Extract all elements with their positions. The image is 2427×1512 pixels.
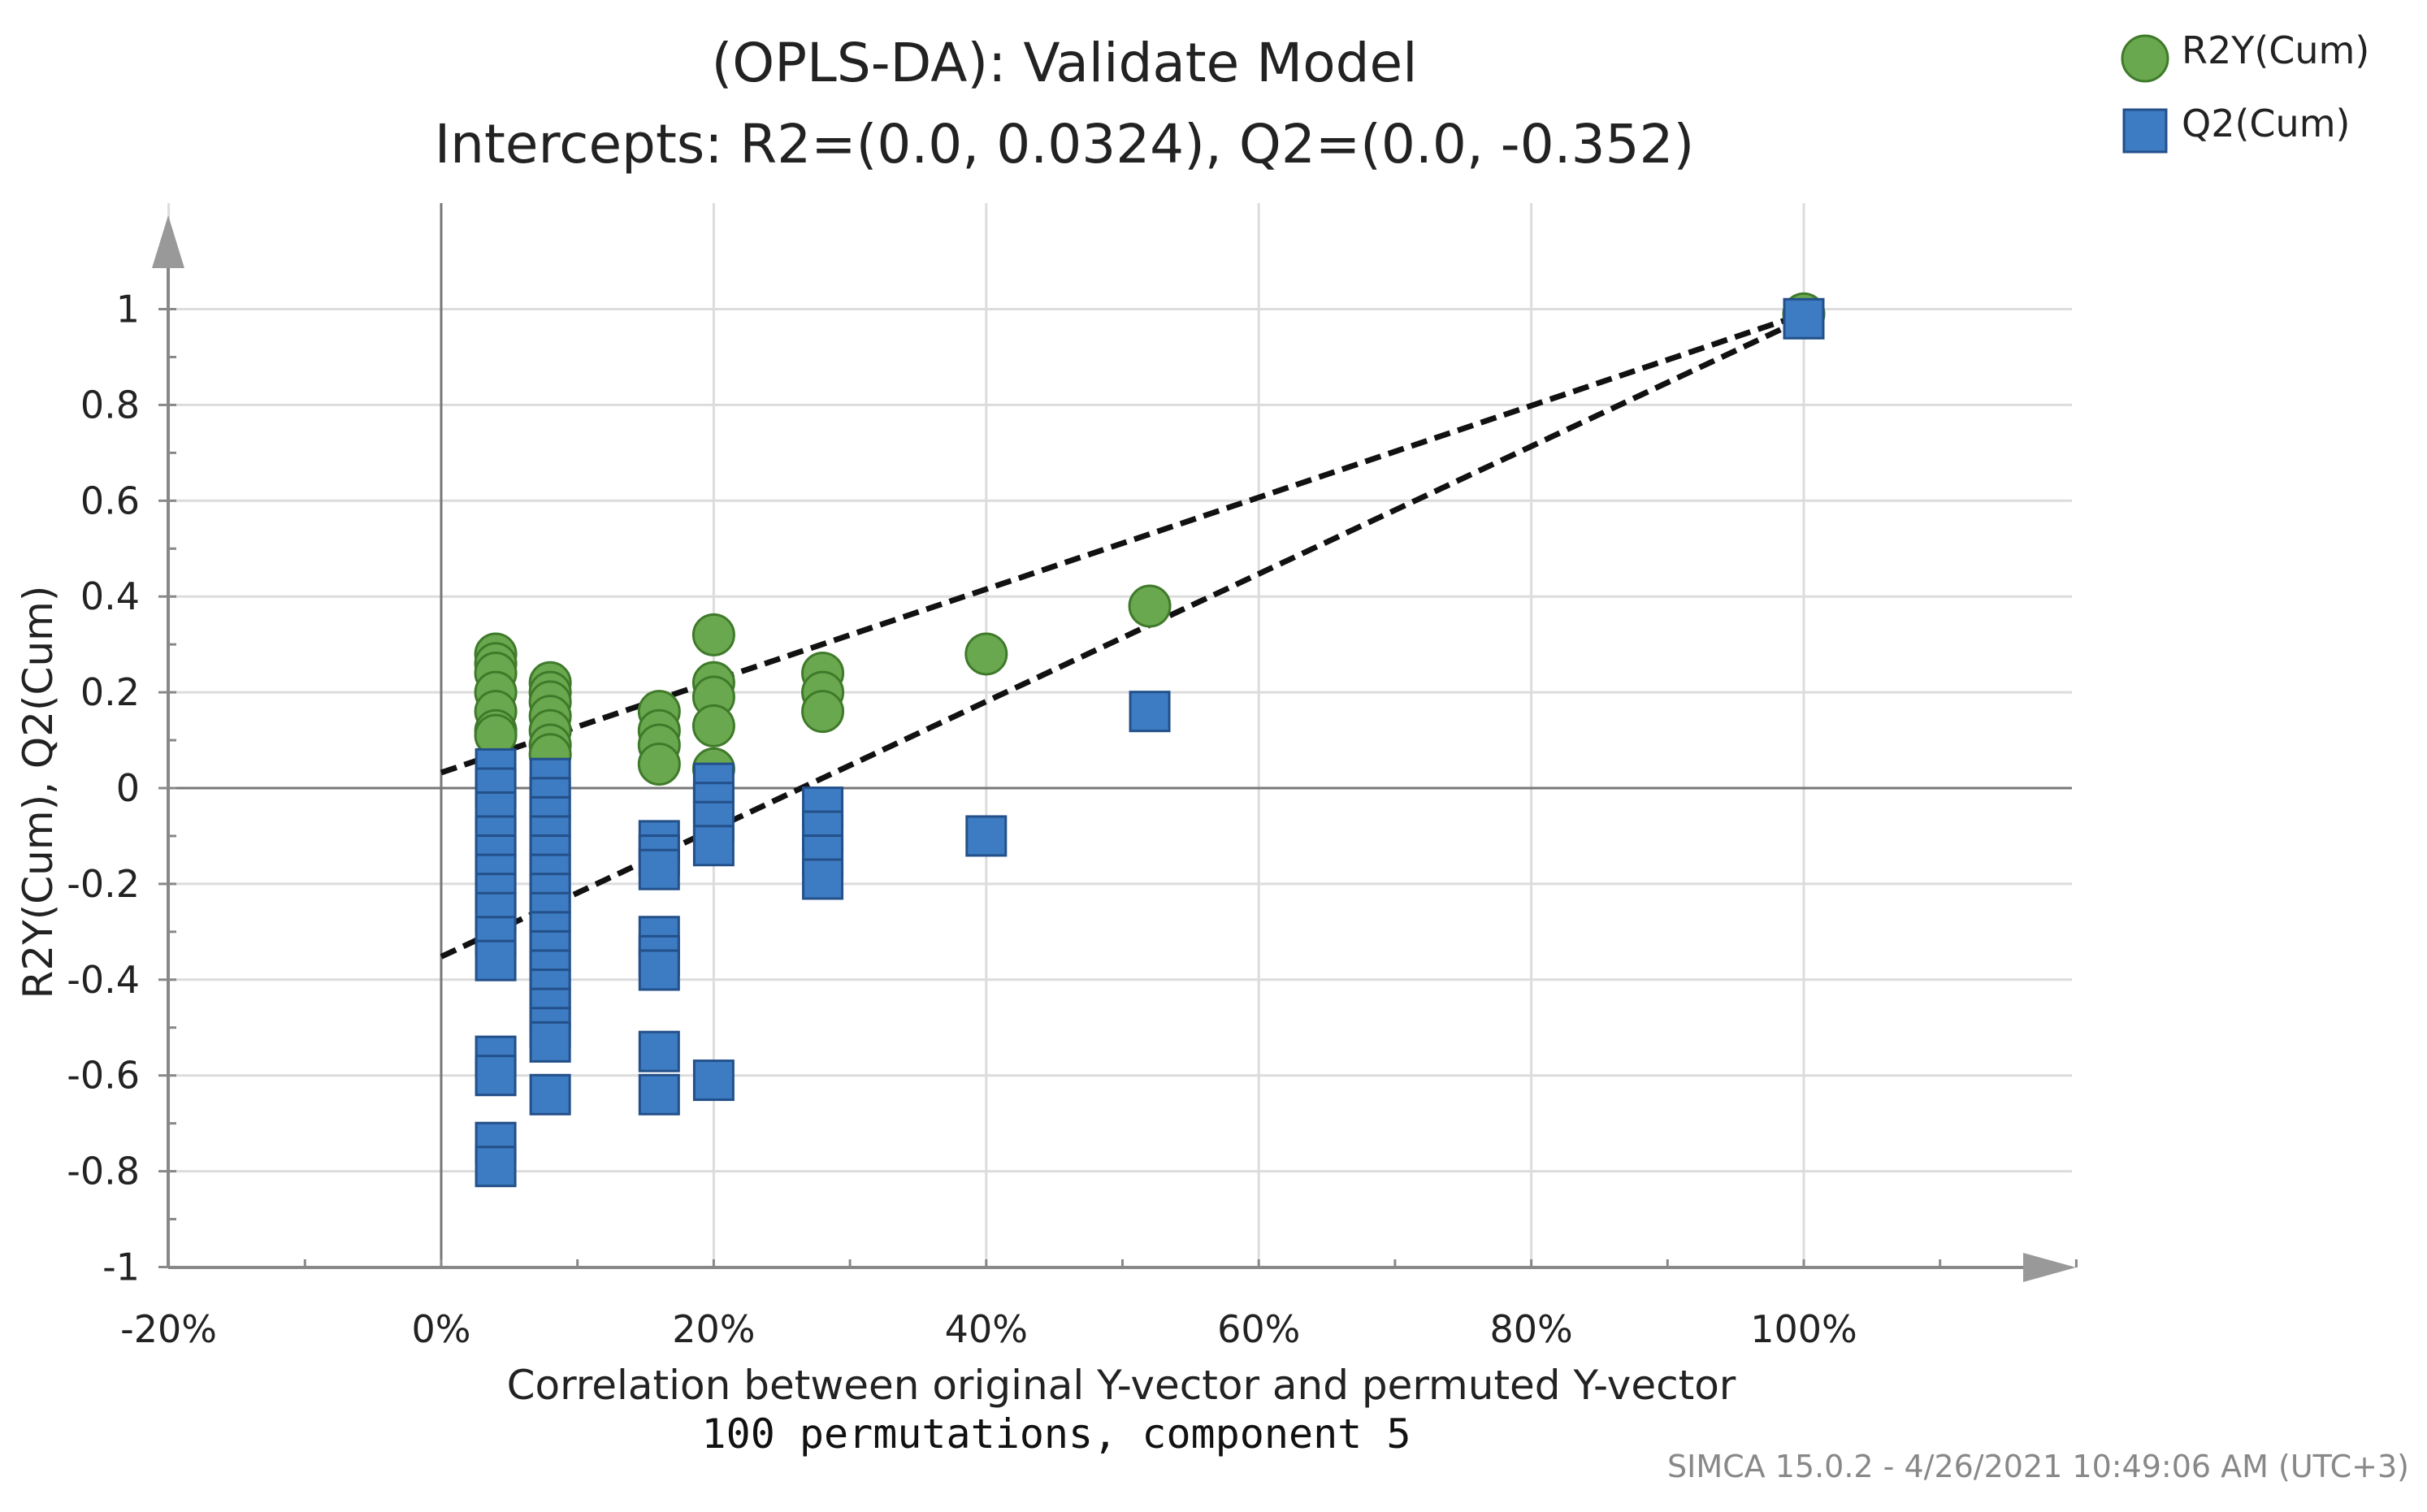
q2-point (475, 939, 517, 981)
y-tick-label: 0.6 (80, 479, 140, 522)
y-tick-label: 0.2 (80, 670, 140, 714)
y-tick-label: -0.6 (67, 1054, 140, 1098)
x-tick-label: 100% (1750, 1307, 1857, 1351)
x-axis-arrow (2023, 1253, 2076, 1282)
q2-point (475, 1055, 517, 1097)
r2y-point (691, 613, 735, 656)
y-tick-label: -0.8 (67, 1150, 140, 1194)
q2-point (638, 949, 680, 991)
x-tick-label: 20% (672, 1307, 755, 1351)
gridlines (167, 203, 2072, 1268)
series-q2 (475, 297, 1825, 1188)
r2y-point (801, 690, 845, 734)
q2-point (692, 825, 735, 867)
q2-point (529, 1073, 571, 1116)
q2-point (965, 815, 1008, 857)
chart-subtitle: Intercepts: R2=(0.0, 0.0324), Q2=(0.0, -… (435, 113, 1695, 175)
y-tick-label: 0 (116, 766, 140, 810)
q2-point (638, 1030, 680, 1072)
legend-q2-label: Q2(Cum) (2182, 102, 2350, 145)
q2-point (529, 1020, 571, 1063)
x-axis-ticks: -20% 0% 20% 40% 60% 80% 100% (120, 1307, 1857, 1351)
r2y-point (691, 704, 735, 747)
q2-point (1783, 297, 1825, 340)
r2y-point (964, 632, 1008, 676)
y-tick-label: -0.2 (67, 862, 140, 906)
y-tick-label: -0.4 (67, 958, 140, 1002)
q2-point (638, 1073, 680, 1116)
footer-timestamp: SIMCA 15.0.2 - 4/26/2021 10:49:06 AM (UT… (1667, 1449, 2409, 1484)
q2-point (638, 848, 680, 890)
x-axis-label: Correlation between original Y-vector an… (507, 1362, 1736, 1409)
legend-q2-marker (2122, 108, 2168, 154)
legend-r2y-marker (2121, 34, 2169, 83)
x-tick-label: -20% (120, 1307, 217, 1351)
q2-point (1129, 691, 1171, 733)
q2-point (692, 1059, 735, 1102)
r2y-point (637, 743, 681, 786)
q2-point (802, 858, 844, 900)
y-tick-label: 0.4 (80, 574, 140, 618)
y-tick-label: 0.8 (80, 383, 140, 427)
chart-title: (OPLS-DA): Validate Model (712, 32, 1418, 94)
regression-line (440, 311, 1805, 776)
y-tick-label: -1 (102, 1246, 140, 1289)
x-tick-label: 80% (1489, 1307, 1572, 1351)
x-tick-label: 60% (1217, 1307, 1300, 1351)
y-axis-ticks: -1 -0.8 -0.6 -0.4 -0.2 0 0.2 0.4 0.6 0.8 1 (67, 288, 168, 1289)
x-axis-sublabel: 100 permutations, component 5 (702, 1410, 1411, 1458)
y-axis-arrow (152, 215, 184, 268)
legend-r2y-label: R2Y(Cum) (2182, 28, 2369, 72)
r2y-point (1128, 584, 1172, 628)
x-tick-label: 0% (412, 1307, 471, 1351)
legend: R2Y(Cum) Q2(Cum) (2121, 28, 2369, 154)
y-axis-label: R2Y(Cum), Q2(Cum) (15, 586, 62, 999)
q2-point (475, 1146, 517, 1188)
x-tick-label: 40% (945, 1307, 1028, 1351)
y-tick-label: 1 (116, 288, 140, 331)
axes (152, 203, 2078, 1282)
